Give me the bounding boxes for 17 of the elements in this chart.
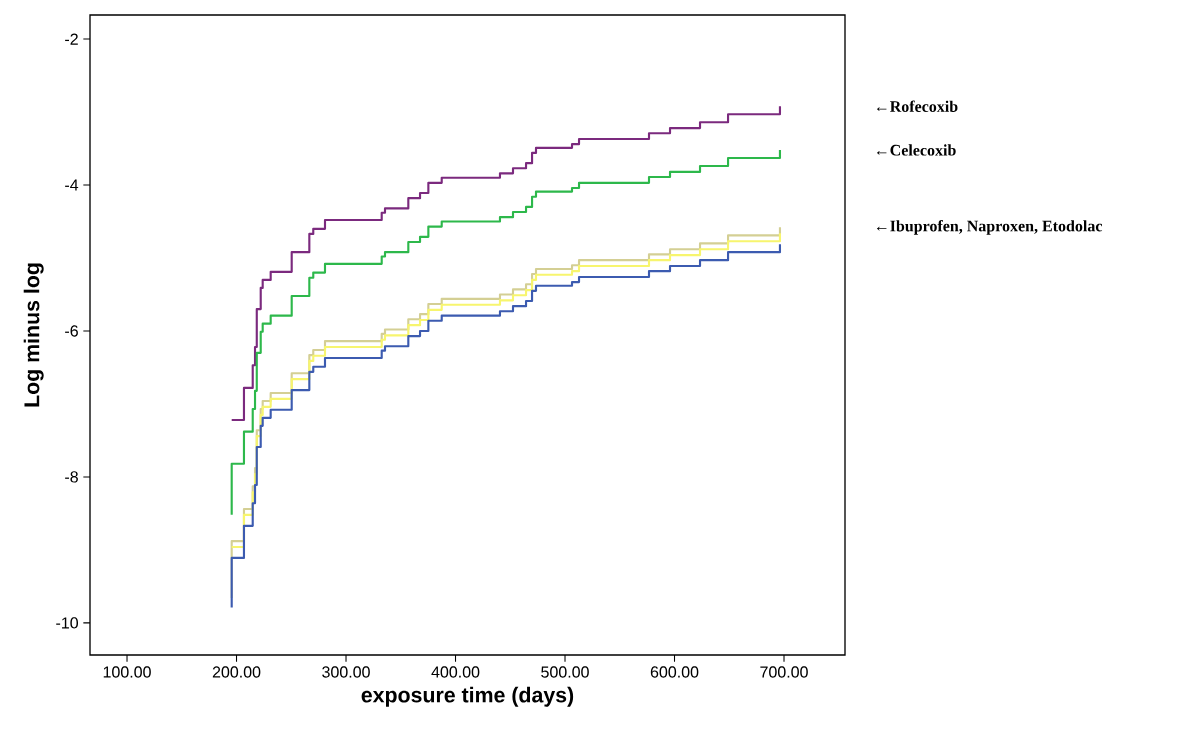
x-tick-label: 600.00 <box>650 666 699 678</box>
x-tick-label: 300.00 <box>322 666 370 678</box>
text: ←Celecoxib <box>876 144 956 156</box>
y-tick-label: -4 <box>65 179 79 191</box>
x-tick-label: 200.00 <box>212 666 261 678</box>
x-tick-label: 500.00 <box>541 666 589 678</box>
x-tick-label: 700.00 <box>760 666 808 678</box>
x-tick-label: 400.00 <box>431 666 480 678</box>
y-axis-title: Log minus log <box>23 263 44 407</box>
y-tick-label: -2 <box>65 33 78 45</box>
y-tick-label: -10 <box>56 617 79 629</box>
y-tick-label: -8 <box>65 471 78 483</box>
y-tick-label: -6 <box>65 325 78 337</box>
text: ←Rofecoxib <box>876 100 958 112</box>
text: ←Ibuprofen, Naproxen, Etodolac <box>876 220 1103 235</box>
x-axis-title: exposure time (days) <box>361 686 574 707</box>
x-tick-label: 100.00 <box>103 666 151 678</box>
